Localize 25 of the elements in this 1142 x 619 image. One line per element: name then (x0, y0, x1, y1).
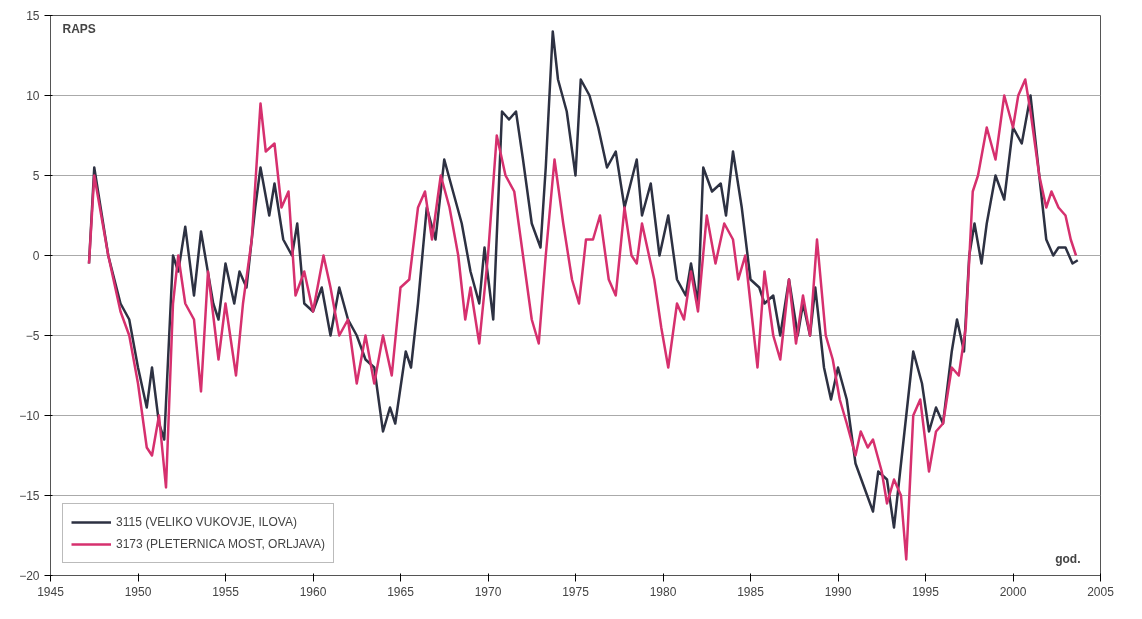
x-tick-label: 1965 (387, 584, 415, 599)
legend-label: 3115 (VELIKO VUKOVJE, ILOVA) (116, 515, 297, 529)
x-tick-label: 1985 (737, 584, 765, 599)
x-tick-label: 1955 (212, 584, 240, 599)
y-tick-label: −15 (19, 489, 40, 503)
x-tick-label: 1960 (299, 584, 327, 599)
y-axis-title: RAPS (62, 21, 96, 36)
y-tick-label: −5 (25, 329, 40, 343)
x-tick-label: 2005 (1087, 584, 1115, 599)
y-tick-label: −20 (19, 569, 40, 583)
x-tick-label: 1945 (37, 584, 65, 599)
x-tick-label: 1950 (124, 584, 152, 599)
x-tick-label: 1975 (562, 584, 590, 599)
y-tick-label: 0 (32, 249, 40, 263)
y-tick-label: 10 (26, 89, 40, 103)
x-tick-label: 2000 (999, 584, 1027, 599)
y-tick-label: −10 (19, 409, 40, 423)
y-tick-label: 15 (26, 9, 40, 23)
x-axis-title: god. (1055, 551, 1081, 566)
y-tick-label: 5 (32, 169, 40, 183)
legend-label: 3173 (PLETERNICA MOST, ORLJAVA) (116, 537, 325, 551)
x-tick-label: 1970 (474, 584, 502, 599)
x-tick-label: 1995 (912, 584, 940, 599)
x-tick-label: 1990 (824, 584, 852, 599)
x-tick-label: 1980 (649, 584, 677, 599)
